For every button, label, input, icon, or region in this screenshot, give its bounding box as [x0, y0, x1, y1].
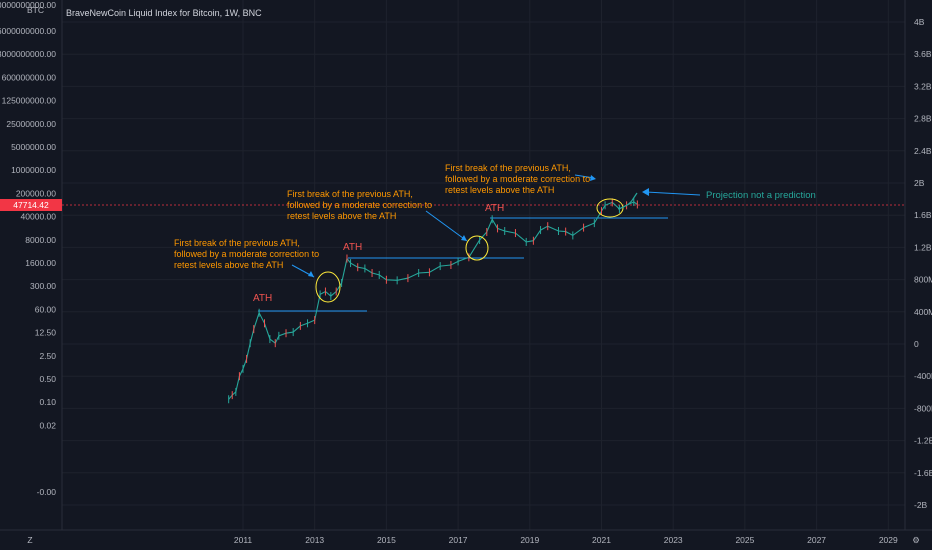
ath-label-3: ATH [485, 203, 504, 214]
right-axis-tick-label: 400M [914, 307, 932, 317]
right-axis: 4B 3.6B 3.2B 2.8B 2.4B 2B 1.6B 1.2B 800M 400M 0 -40… [914, 17, 932, 510]
annotation-arrow-2 [425, 210, 468, 242]
chart-settings-icon[interactable]: ⚙ [912, 535, 920, 545]
svg-text:retest levels above the ATH: retest levels above the ATH [445, 185, 554, 195]
x-axis-tick-label: 2019 [520, 535, 539, 545]
right-axis-tick-label: -2B [914, 500, 928, 510]
left-axis-tick-label: 200000.00 [16, 188, 56, 198]
right-axis-tick-label: 800M [914, 275, 932, 285]
left-axis-tick-label: 2.50 [39, 351, 56, 361]
retest-circle-3 [596, 198, 624, 218]
left-axis-tick-label: 60.00 [35, 304, 57, 314]
annotation-arrowhead-2 [461, 235, 467, 241]
x-axis-tick-label: 2015 [377, 535, 396, 545]
right-axis-tick-label: -1.6B [914, 468, 932, 478]
annotation-arrowhead-1 [308, 271, 314, 277]
chart-title: BraveNewCoin Liquid Index for Bitcoin, 1… [66, 8, 262, 18]
right-axis-tick-label: 2B [914, 178, 925, 188]
left-axis-tick-label: 70000000000.00 [0, 0, 56, 10]
left-axis-tick-label: 25000000.00 [6, 119, 56, 129]
projection-label: Projection not a prediction [706, 190, 816, 201]
svg-text:followed by a moderate correct: followed by a moderate correction to [445, 174, 590, 184]
current-price-tag: 47714.42 [13, 200, 49, 210]
projection-arrowhead [642, 188, 649, 196]
ath-label-2: ATH [343, 242, 362, 253]
svg-text:First break of the previous AT: First break of the previous ATH, [287, 189, 413, 199]
left-axis-tick-label: 8000.00 [25, 235, 56, 245]
current-price-tag-bg [0, 199, 62, 211]
left-axis-tick-label: 0.02 [39, 420, 56, 430]
grid [62, 0, 905, 530]
projection-arrow [645, 191, 701, 196]
x-axis-tick-label: 2029 [879, 535, 898, 545]
x-axis-tick-label: 2017 [449, 535, 468, 545]
retest-circle-1 [315, 271, 341, 303]
price-series [228, 197, 638, 404]
left-axis-tick-label: 40000.00 [21, 212, 57, 222]
left-axis-tick-label: 600000000.00 [2, 72, 57, 82]
left-axis: 70000000000.00 16000000000.00 3000000000.0… [0, 0, 56, 497]
x-axis-tick-label: 2023 [664, 535, 683, 545]
left-axis-tick-label: 0.50 [39, 374, 56, 384]
svg-text:retest levels above the ATH: retest levels above the ATH [174, 260, 283, 270]
left-axis-tick-label: 3000000000.00 [0, 49, 56, 59]
right-axis-tick-label: 4B [914, 17, 925, 27]
right-axis-tick-label: 3.6B [914, 49, 932, 59]
left-axis-tick-label: 300.00 [30, 281, 56, 291]
x-axis-tick-label: 2027 [807, 535, 826, 545]
left-axis-tick-label: 1000000.00 [11, 165, 56, 175]
left-axis-unit: BTC [27, 5, 44, 15]
svg-text:followed by a moderate correct: followed by a moderate correction to [287, 200, 432, 210]
x-axis: 2011 2013 2015 2017 2019 2021 2023 2025 2027 2029 [234, 535, 898, 545]
right-axis-tick-label: -800M [914, 403, 932, 413]
svg-text:retest levels above the ATH: retest levels above the ATH [287, 211, 396, 221]
right-axis-tick-label: 1.2B [914, 242, 932, 252]
annotation-3: First break of the previous ATH, followe… [445, 163, 590, 195]
right-axis-tick-label: 2.4B [914, 146, 932, 156]
x-axis-tick-label: 2021 [592, 535, 611, 545]
left-axis-tick-label: 12.50 [35, 328, 57, 338]
right-axis-tick-label: -400M [914, 371, 932, 381]
x-axis-tick-label: 2013 [305, 535, 324, 545]
price-line [228, 201, 638, 400]
timezone-icon[interactable]: Z [27, 535, 32, 545]
left-axis-tick-label: 125000000.00 [2, 96, 57, 106]
right-axis-tick-label: 2.8B [914, 114, 932, 124]
svg-text:First break of the previous AT: First break of the previous ATH, [445, 163, 571, 173]
left-axis-tick-label: 0.10 [39, 397, 56, 407]
left-axis-tick-label: 5000000.00 [11, 142, 56, 152]
x-axis-tick-label: 2011 [234, 535, 253, 545]
right-axis-tick-label: -1.2B [914, 436, 932, 446]
right-axis-tick-label: 0 [914, 339, 919, 349]
left-axis-tick-label: -0.00 [37, 487, 57, 497]
left-axis-tick-label: 16000000000.00 [0, 26, 56, 36]
annotation-arrowhead-3 [590, 175, 596, 181]
projection-path [617, 192, 638, 210]
svg-text:First break of the previous AT: First break of the previous ATH, [174, 238, 300, 248]
left-axis-tick-label: 1600.00 [25, 258, 56, 268]
annotation-2: First break of the previous ATH, followe… [287, 189, 432, 221]
right-axis-tick-label: 3.2B [914, 81, 932, 91]
right-axis-tick-label: 1.6B [914, 210, 932, 220]
annotation-1: First break of the previous ATH, followe… [174, 238, 319, 270]
x-axis-tick-label: 2025 [735, 535, 754, 545]
retest-circle-2 [465, 235, 489, 261]
svg-text:followed by a moderate correct: followed by a moderate correction to [174, 249, 319, 259]
ath-label-1: ATH [253, 293, 272, 304]
